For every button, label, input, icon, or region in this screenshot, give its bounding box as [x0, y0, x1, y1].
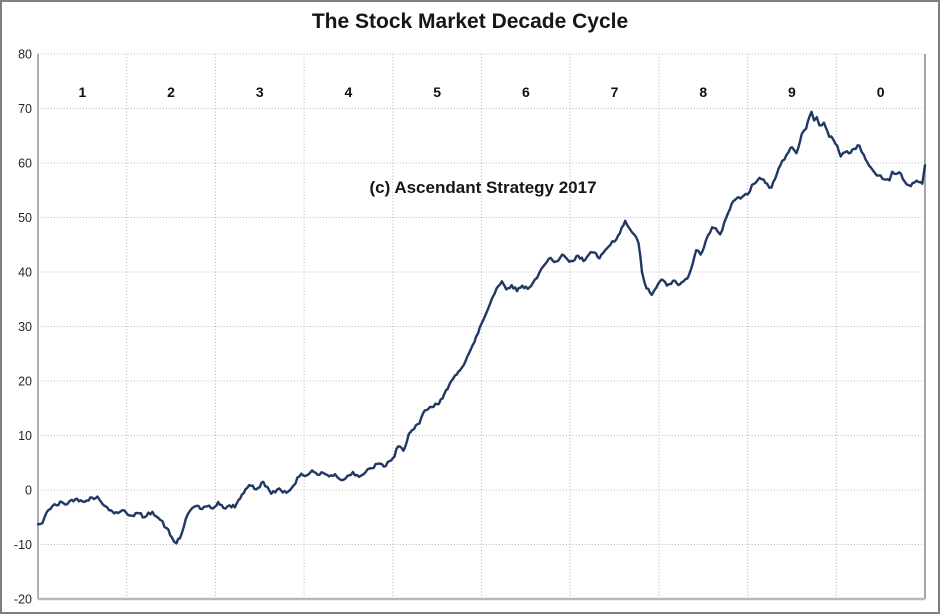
decade-label: 0	[877, 84, 885, 100]
decade-label: 6	[522, 84, 530, 100]
decade-label: 2	[167, 84, 175, 100]
decade-label: 9	[788, 84, 796, 100]
y-tick-label: 50	[18, 211, 32, 225]
y-tick-label: 10	[18, 429, 32, 443]
decade-label: 3	[256, 84, 264, 100]
decade-label: 7	[611, 84, 619, 100]
y-tick-label: 80	[18, 48, 32, 62]
copyright-annotation: (c) Ascendant Strategy 2017	[369, 178, 597, 197]
y-tick-label: 0	[25, 484, 32, 498]
y-tick-label: 60	[18, 157, 32, 171]
y-tick-label: 70	[18, 102, 32, 116]
decade-label: 1	[78, 84, 86, 100]
y-tick-label: 30	[18, 320, 32, 334]
chart-title: The Stock Market Decade Cycle	[311, 10, 629, 33]
y-tick-label: 20	[18, 375, 32, 389]
y-tick-label: -10	[14, 538, 32, 552]
decade-label: 4	[345, 84, 353, 100]
decade-label: 8	[699, 84, 707, 100]
y-tick-label: -20	[14, 593, 32, 607]
y-tick-label: 40	[18, 266, 32, 280]
series-line	[36, 110, 927, 545]
decade-label: 5	[433, 84, 441, 100]
